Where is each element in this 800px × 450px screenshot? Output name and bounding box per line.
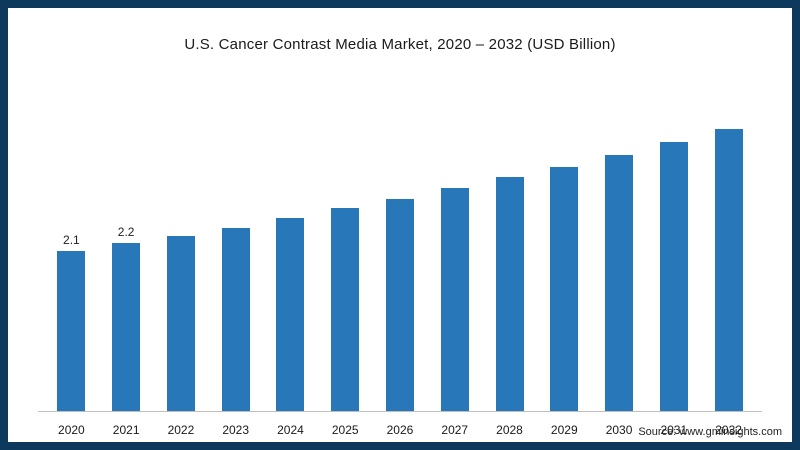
bar-column: 2031 (646, 123, 701, 442)
bar (605, 155, 634, 412)
x-axis-label: 2026 (386, 423, 414, 437)
bar-column: 2032 (701, 110, 756, 442)
bar (440, 188, 469, 412)
bar (495, 177, 524, 412)
bar-column: 2027 (427, 169, 482, 442)
bar-column: 2025 (318, 189, 373, 442)
bar-column: 2023 (208, 209, 263, 442)
bar-value-label: 2.2 (117, 225, 135, 239)
x-axis-label: 2032 (715, 423, 742, 437)
x-axis-label: 2021 (112, 423, 140, 437)
x-axis-label: 2029 (550, 423, 578, 437)
bar-value-label: 2.1 (63, 233, 80, 247)
bar (550, 167, 579, 412)
x-axis-label: 2023 (222, 423, 250, 437)
bar (385, 199, 414, 412)
bar (166, 236, 195, 412)
bar-column: 2.2 2021 (99, 224, 154, 442)
x-axis-label: 2020 (58, 423, 85, 437)
x-axis-label: 2022 (167, 423, 195, 437)
source-attribution: Source: www.gminsights.com (638, 426, 782, 438)
bar (57, 251, 86, 412)
bar (276, 218, 305, 412)
x-axis-label: 2027 (441, 423, 469, 437)
bar-column: 2029 (537, 148, 592, 442)
plot-area: 2.1 2020 2.2 2021 2022 2023 2024 2025 2026 2027 20… (38, 53, 762, 442)
chart-title: U.S. Cancer Contrast Media Market, 2020 … (184, 36, 616, 53)
bar (714, 129, 743, 412)
bars-container: 2.1 2020 2.2 2021 2022 2023 2024 2025 2026 2027 20… (38, 110, 762, 442)
bar-column: 2022 (154, 217, 209, 442)
x-axis-label: 2030 (605, 423, 633, 437)
x-axis-label: 2024 (277, 423, 304, 437)
bar-column: 2030 (592, 136, 647, 442)
bar (659, 142, 688, 412)
bar (331, 208, 360, 412)
x-axis-label: 2025 (331, 423, 359, 437)
bar-column: 2024 (263, 199, 318, 442)
bar-column: 2026 (373, 180, 428, 442)
bar (112, 243, 141, 412)
x-axis-label: 2031 (660, 423, 688, 437)
bar-column: 2028 (482, 158, 537, 442)
x-axis-label: 2028 (496, 423, 523, 437)
x-axis-line (38, 411, 762, 412)
bar (221, 228, 250, 412)
bar-column: 2.1 2020 (44, 232, 99, 442)
